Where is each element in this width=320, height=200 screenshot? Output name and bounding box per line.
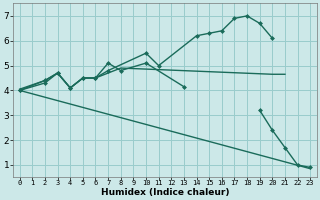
X-axis label: Humidex (Indice chaleur): Humidex (Indice chaleur) [101,188,229,197]
